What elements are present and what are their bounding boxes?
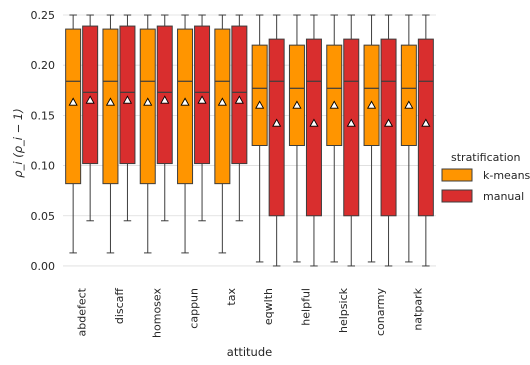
legend-swatch-k-means xyxy=(441,168,473,182)
y-tick-labels: 0.00 0.05 0.10 0.15 0.20 0.25 xyxy=(31,9,56,273)
box-k-means-natpark xyxy=(400,14,417,263)
box-k-means-tax xyxy=(214,14,231,254)
box-manual-helpsick xyxy=(343,14,360,267)
box-body xyxy=(268,38,285,217)
legend-label-manual: manual xyxy=(483,190,524,203)
box-manual-conarmy xyxy=(380,14,397,267)
box-body xyxy=(177,28,194,185)
legend: stratification k-means manual xyxy=(441,151,530,203)
x-tick-label: helpful xyxy=(299,288,312,326)
y-tick-label: 0.15 xyxy=(31,109,56,122)
mean-marker xyxy=(272,118,282,127)
mean-marker xyxy=(255,100,265,109)
legend-items: k-means manual xyxy=(441,168,530,203)
mean-marker xyxy=(404,100,414,109)
box-k-means-homosex xyxy=(139,14,156,254)
x-tick-label: homosex xyxy=(150,288,163,338)
x-tick-label: conarmy xyxy=(374,288,387,337)
mean-marker xyxy=(217,97,227,106)
x-tick-label: cappun xyxy=(188,288,201,329)
x-axis-title: attitude xyxy=(227,345,272,359)
y-axis-title: ρ_i (ρ_i − 1) xyxy=(11,108,25,177)
box-body xyxy=(363,44,380,147)
boxes xyxy=(65,14,434,267)
box-body xyxy=(417,38,434,217)
box-body xyxy=(194,25,211,165)
mean-marker xyxy=(366,100,377,109)
y-tick-label: 0.20 xyxy=(31,59,56,72)
box-manual-abdefect xyxy=(82,14,99,222)
box-k-means-discaff xyxy=(102,14,119,254)
mean-marker xyxy=(105,97,116,106)
box-k-means-helpsick xyxy=(326,14,343,263)
x-tick-label: abdefect xyxy=(76,287,89,336)
box-body xyxy=(231,25,248,165)
box-k-means-cappun xyxy=(177,14,194,254)
box-body xyxy=(305,38,322,217)
mean-marker xyxy=(292,100,302,109)
x-tick-label: natpark xyxy=(411,287,424,330)
legend-swatch-manual xyxy=(441,189,473,203)
box-body xyxy=(156,25,173,165)
mean-marker xyxy=(68,97,78,106)
y-tick-label: 0.05 xyxy=(31,210,56,223)
box-k-means-helpful xyxy=(288,14,305,263)
mean-marker xyxy=(346,118,356,127)
mean-marker xyxy=(143,97,153,106)
box-manual-discaff xyxy=(119,14,136,222)
mean-marker xyxy=(160,95,170,104)
x-tick-label: discaff xyxy=(113,288,126,325)
x-tick-labels: abdefect discaff homosex cappun tax eqwlth hel… xyxy=(76,287,425,338)
box-k-means-conarmy xyxy=(363,14,380,263)
box-body xyxy=(380,38,397,217)
legend-label-k-means: k-means xyxy=(483,169,530,182)
box-body xyxy=(65,28,82,185)
mean-marker xyxy=(421,118,431,127)
box-body xyxy=(400,44,417,147)
mean-marker xyxy=(234,95,244,104)
box-body xyxy=(251,44,268,147)
box-manual-homosex xyxy=(156,14,173,222)
box-manual-helpful xyxy=(305,14,322,267)
box-k-means-eqwlth xyxy=(251,14,268,263)
x-tick-label: tax xyxy=(225,288,238,306)
mean-marker xyxy=(309,118,319,127)
mean-marker xyxy=(329,100,339,109)
box-body xyxy=(288,44,305,147)
box-body xyxy=(326,44,343,147)
mean-marker xyxy=(180,97,190,106)
box-manual-eqwlth xyxy=(268,14,285,267)
box-k-means-abdefect xyxy=(65,14,82,254)
mean-marker xyxy=(85,95,95,104)
y-tick-label: 0.00 xyxy=(31,260,56,273)
box-body xyxy=(214,28,231,185)
box-body xyxy=(343,38,360,217)
mean-marker xyxy=(197,95,207,104)
mean-marker xyxy=(122,95,133,104)
box-body xyxy=(139,28,156,185)
x-tick-label: helpsick xyxy=(337,287,350,333)
box-body xyxy=(119,25,136,165)
box-manual-natpark xyxy=(417,14,434,267)
legend-title: stratification xyxy=(451,151,520,164)
box-body xyxy=(82,25,99,165)
box-manual-tax xyxy=(231,14,248,222)
x-tick-label: eqwlth xyxy=(262,288,275,325)
y-tick-label: 0.10 xyxy=(31,160,56,173)
mean-marker xyxy=(383,118,394,127)
box-body xyxy=(102,28,119,185)
box-manual-cappun xyxy=(194,14,211,222)
y-tick-label: 0.25 xyxy=(31,9,56,22)
